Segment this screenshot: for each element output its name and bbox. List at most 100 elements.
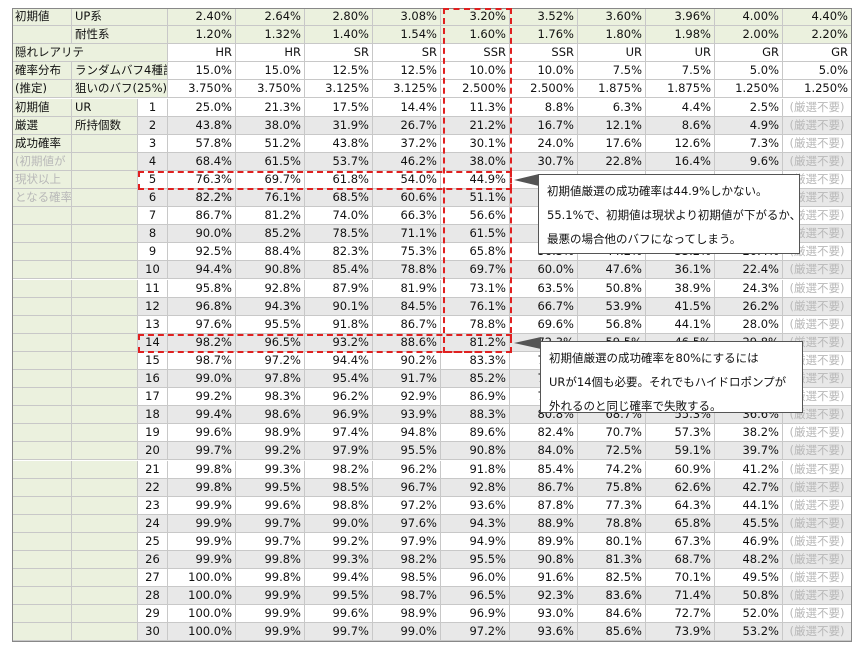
probability-cell: 96.8% [168,297,236,316]
probability-cell: 84.6% [578,605,646,624]
probability-cell: 93.6% [510,623,578,642]
header-cell: 1.60% [441,26,510,45]
probability-cell: 38.0% [236,116,305,135]
callout-line: 初期値厳選の成功確率は44.9%しかない。 [547,184,768,198]
probability-cell: 78.8% [578,514,646,533]
probability-cell: 92.8% [441,478,510,497]
count-cell: 11 [138,279,168,298]
header-cell: 4.40% [783,8,852,27]
header-cell: SSR [510,44,578,63]
header-cell: UR [578,44,646,63]
header-cell: 5.0% [783,62,852,81]
probability-cell: 83.3% [441,351,510,370]
probability-cell: 98.7% [168,351,236,370]
probability-cell: 86.7% [168,207,236,226]
probability-cell: 96.2% [305,388,373,407]
probability-cell: 71.1% [373,225,441,244]
section-label: となる確率) [12,189,72,208]
sub-label [72,207,138,226]
probability-cell: 88.9% [510,514,578,533]
section-label [12,207,72,226]
probability-cell: 2.5% [715,98,783,117]
sub-label [72,569,138,588]
section-label [12,406,72,425]
probability-cell: 99.7% [305,623,373,642]
header-cell: 7.5% [578,62,646,81]
probability-cell: 96.5% [441,587,510,606]
header-cell: SR [373,44,441,63]
header-cell: 1.875% [578,80,646,99]
header-cell: 1.250% [783,80,852,99]
probability-cell: 99.3% [236,460,305,479]
row-label: 隠れレアリテ [12,44,168,63]
probability-cell: 99.7% [236,514,305,533]
section-label: 初期値 [12,98,72,117]
callout-line: 外れるのと同じ確率で失敗する。 [549,399,722,413]
header-cell: 2.00% [715,26,783,45]
probability-cell: 17.6% [578,134,646,153]
probability-cell: 98.5% [373,569,441,588]
probability-cell: 94.9% [441,532,510,551]
probability-cell: 95.8% [168,279,236,298]
section-label [12,388,72,407]
probability-cell: 64.3% [646,496,715,515]
sub-label [72,261,138,280]
section-label [12,496,72,515]
probability-cell: 98.2% [373,551,441,570]
not-needed-cell: (厳選不要) [783,189,852,208]
probability-cell: 95.5% [373,442,441,461]
probability-cell: 24.0% [510,134,578,153]
probability-cell: 38.9% [646,279,715,298]
sub-label [72,623,138,642]
probability-cell: 99.9% [168,532,236,551]
header-cell: 1.32% [236,26,305,45]
probability-cell: 99.3% [305,551,373,570]
probability-cell: 80.1% [578,532,646,551]
count-cell: 7 [138,207,168,226]
count-cell: 21 [138,460,168,479]
count-cell: 28 [138,587,168,606]
sub-label [72,587,138,606]
probability-cell: 78.8% [441,315,510,334]
header-cell: 1.98% [646,26,715,45]
probability-cell: 51.2% [236,134,305,153]
probability-cell: 30.7% [510,152,578,171]
probability-cell: 70.7% [578,424,646,443]
callout-pointer [514,173,539,186]
probability-cell: 85.6% [578,623,646,642]
probability-cell: 53.9% [578,297,646,316]
probability-cell: 76.1% [441,297,510,316]
probability-cell: 82.5% [578,569,646,588]
probability-cell: 60.0% [510,261,578,280]
header-cell: 1.250% [715,80,783,99]
header-cell: GR [715,44,783,63]
probability-cell: 87.9% [305,279,373,298]
not-needed-cell: (厳選不要) [783,98,852,117]
count-cell: 16 [138,370,168,389]
probability-cell: 93.9% [373,406,441,425]
not-needed-cell: (厳選不要) [783,261,852,280]
row-label: 初期値 [12,8,72,27]
count-cell: 10 [138,261,168,280]
probability-cell: 73.1% [441,279,510,298]
header-cell: UR [646,44,715,63]
probability-cell: 14.4% [373,98,441,117]
probability-cell: 24.3% [715,279,783,298]
count-cell: 20 [138,442,168,461]
not-needed-cell: (厳選不要) [783,225,852,244]
probability-cell: 21.3% [236,98,305,117]
header-cell: 1.54% [373,26,441,45]
probability-cell: 78.5% [305,225,373,244]
probability-cell: 78.8% [373,261,441,280]
sub-label [72,297,138,316]
probability-cell: 30.1% [441,134,510,153]
probability-cell: 43.8% [168,116,236,135]
probability-cell: 95.5% [441,551,510,570]
probability-cell: 75.8% [578,478,646,497]
probability-cell: 90.8% [441,442,510,461]
callout: 初期値厳選の成功確率は44.9%しかない。 55.1%で、初期値は現状より初期値が… [538,174,801,254]
not-needed-cell: (厳選不要) [783,478,852,497]
sub-label [72,370,138,389]
section-label [12,587,72,606]
not-needed-cell: (厳選不要) [783,134,852,153]
